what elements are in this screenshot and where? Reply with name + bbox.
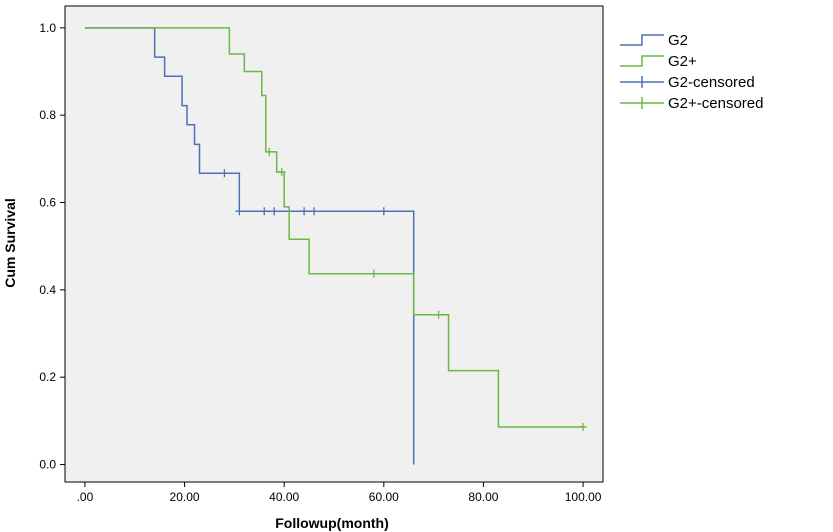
legend-label-g2: G2: [668, 32, 688, 49]
y-tick-label: 0.4: [39, 283, 56, 297]
censor-mark-g2-plus: [369, 269, 378, 278]
x-tick-label: .00: [77, 490, 94, 504]
censor-mark-g2: [300, 207, 309, 216]
legend-swatch-g2-plus: [620, 55, 664, 67]
censor-mark-g2-plus: [277, 167, 286, 176]
censor-mark-g2: [235, 207, 244, 216]
legend-censored-label-g2: G2-censored: [668, 74, 755, 91]
y-tick-label: 0.2: [39, 370, 56, 384]
censor-mark-g2-plus: [434, 310, 443, 319]
axes: .00 20.00 40.00 60.00 80.00 100.00 0.0 0.2 0.4 0.…: [39, 21, 601, 504]
censor-mark-g2: [379, 207, 388, 216]
legend-censored-label-g2-plus: G2+-censored: [668, 95, 763, 112]
series-line-g2-plus: [84, 27, 584, 428]
x-tick-label: 60.00: [369, 490, 399, 504]
censor-mark-g2: [270, 207, 279, 216]
y-axis-title: Cum Survival: [2, 198, 18, 287]
x-axis-title: Followup(month): [275, 515, 389, 531]
x-tick-label: 40.00: [269, 490, 299, 504]
censor-mark-g2: [220, 169, 229, 178]
x-tick-label: 20.00: [170, 490, 200, 504]
plot-area-background: [64, 5, 604, 483]
y-tick-label: 0.8: [39, 108, 56, 122]
censor-mark-g2-plus: [579, 422, 588, 431]
x-tick-label: 100.00: [565, 490, 602, 504]
censor-mark-g2: [310, 207, 319, 216]
series-layer: [84, 27, 588, 465]
y-tick-label: 0.6: [39, 196, 56, 210]
censor-mark-g2-plus: [265, 147, 274, 156]
legend-label-g2-plus: G2+: [668, 53, 697, 70]
y-tick-label: 1.0: [39, 21, 56, 35]
legend: G2 G2+ G2-censored G2+-censored: [620, 32, 763, 112]
x-tick-label: 80.00: [468, 490, 498, 504]
series-line-g2: [84, 27, 415, 465]
legend-swatch-g2: [620, 34, 664, 46]
censor-mark-g2: [260, 207, 269, 216]
y-tick-label: 0.0: [39, 458, 56, 472]
